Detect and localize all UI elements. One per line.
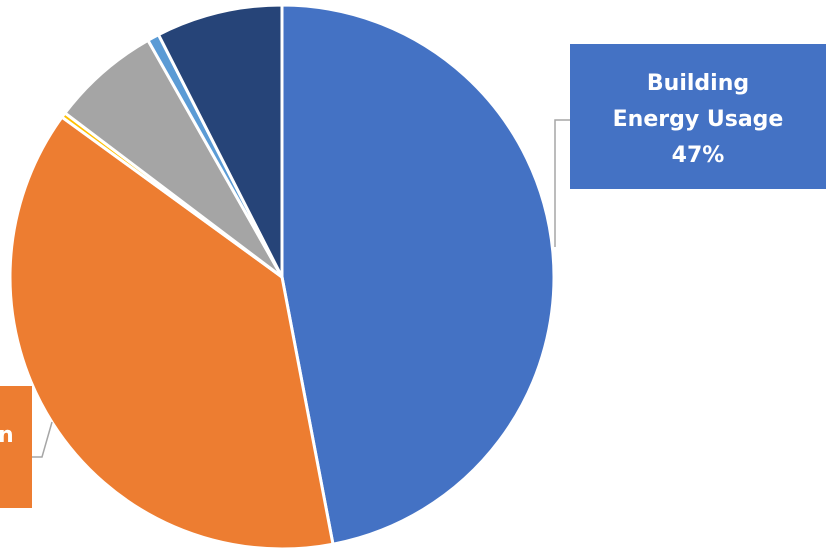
pie-slices bbox=[8, 3, 556, 549]
callout-label-line-2: Energy Usage bbox=[613, 107, 784, 132]
callout-orange: n bbox=[0, 386, 32, 508]
callout-value: 47% bbox=[672, 143, 725, 168]
leader-line-building-energy bbox=[554, 119, 570, 247]
callout-box-orange bbox=[0, 386, 32, 508]
callout-label-line-1: Building bbox=[647, 71, 749, 96]
callout-box-building-energy bbox=[570, 44, 826, 189]
leader-line-orange bbox=[32, 421, 53, 458]
pie-slice-3 bbox=[63, 38, 284, 279]
pie-slice-0 bbox=[280, 3, 556, 546]
callout-label-orange: n bbox=[0, 423, 14, 448]
callout-building-energy: Building Energy Usage 47% bbox=[570, 44, 826, 189]
pie-slice-5 bbox=[157, 3, 284, 279]
